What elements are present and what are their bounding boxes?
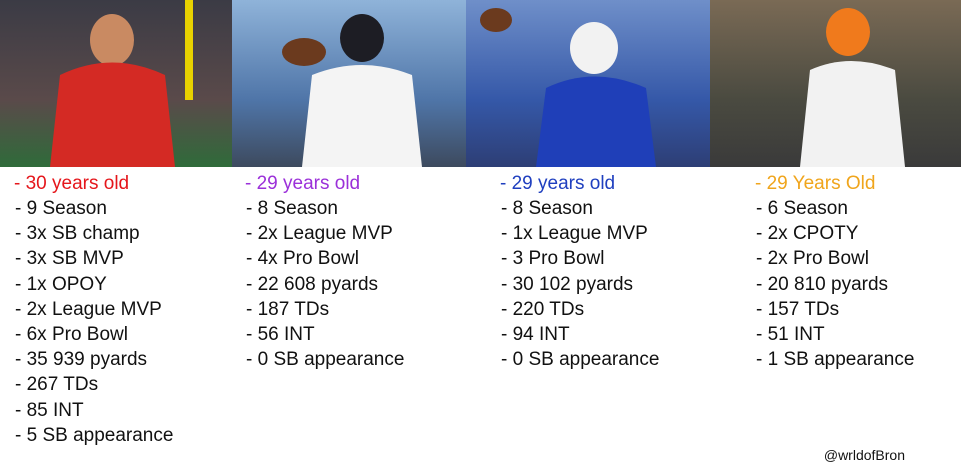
stat-line: - 9 Season [15,198,107,219]
stat-line: - 8 Season [501,198,593,219]
stat-line: - 1 SB appearance [756,349,915,371]
stat-line: - 0 SB appearance [246,349,405,371]
stat-line: - 94 INT [501,324,570,345]
photo [232,0,466,167]
stat-line: - 0 SB appearance [501,349,660,371]
photo-art [282,14,422,167]
photo-art [800,8,905,167]
stat-line: - 2x CPOTY [756,223,859,245]
stat-line: - 1x OPOY [15,273,107,295]
photo [466,0,710,167]
stat-line: - 6x Pro Bowl [15,324,128,345]
photo-art [50,0,193,167]
column-title: - 30 years old [14,173,130,194]
stat-line: - 3x SB MVP [15,248,124,270]
stat-line: - 2x Pro Bowl [756,248,869,270]
stat-line: - 4x Pro Bowl [246,248,359,270]
stat-line: - 30 102 pyards [501,273,634,295]
stat-line: - 8 Season [246,198,338,219]
credit: @wrldofBron [823,447,905,463]
stat-line: - 6 Season [756,198,848,219]
column-title: - 29 years old [245,173,361,194]
stat-line: - 2x League MVP [246,223,393,245]
stat-line: - 3 Pro Bowl [501,248,605,270]
stat-line: - 56 INT [246,324,315,345]
photo-art [480,8,656,167]
column-title: - 29 years old [500,173,616,194]
stat-line: - 1x League MVP [501,223,648,245]
stat-line: - 22 608 pyards [246,273,379,295]
stat-line: - 220 TDs [501,298,585,320]
photo [710,0,961,167]
stat-line: - 267 TDs [15,374,99,396]
stat-line: - 5 SB appearance [15,424,174,446]
stat-line: - 35 939 pyards [15,349,148,371]
stat-line: - 157 TDs [756,298,840,320]
photo [0,0,232,167]
stat-line: - 187 TDs [246,298,330,320]
stat-line: - 3x SB champ [15,223,140,245]
stat-line: - 85 INT [15,399,84,421]
column-title: - 29 Years Old [755,173,876,194]
stat-line: - 51 INT [756,324,825,345]
stat-line: - 2x League MVP [15,298,162,320]
stat-line: - 20 810 pyards [756,273,889,295]
